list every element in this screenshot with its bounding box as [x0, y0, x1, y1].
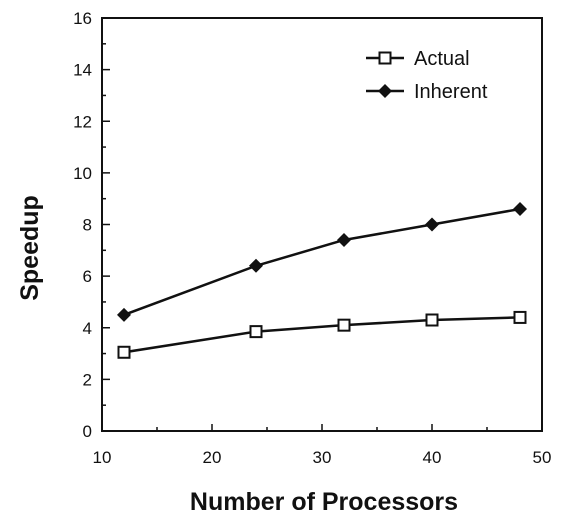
legend-item-inherent: Inherent	[366, 81, 488, 103]
x-tick-label: 40	[423, 448, 442, 467]
series-layer	[117, 202, 527, 359]
y-tick-label: 4	[83, 319, 92, 338]
data-point-inherent	[117, 307, 131, 322]
x-tick-label: 30	[313, 448, 332, 467]
data-point-inherent	[249, 258, 263, 273]
y-tick-label: 10	[73, 164, 92, 183]
legend-label-inherent: Inherent	[414, 81, 488, 103]
data-point-actual	[425, 313, 439, 327]
y-axis-ticks: 0 2 4 6 8 10 12 14 16	[73, 9, 110, 441]
data-point-actual	[249, 325, 263, 339]
y-tick-label: 14	[73, 61, 92, 80]
legend-marker-inherent	[378, 84, 392, 98]
x-tick-label: 10	[93, 448, 112, 467]
series-line-inherent	[123, 207, 521, 317]
data-point-inherent	[425, 217, 439, 232]
data-point-inherent	[513, 202, 527, 217]
legend-label-actual: Actual	[414, 48, 470, 70]
y-tick-label: 8	[83, 216, 92, 235]
y-tick-label: 12	[73, 112, 92, 131]
plot-area	[101, 17, 543, 432]
data-point-inherent	[337, 232, 351, 247]
y-tick-label: 16	[73, 9, 92, 28]
x-axis-title: Number of Processors	[190, 488, 458, 516]
y-axis-title: Speedup	[16, 195, 44, 301]
legend-marker-actual	[378, 51, 392, 65]
data-point-actual	[337, 318, 351, 332]
y-tick-label: 2	[83, 370, 92, 389]
data-point-actual	[513, 310, 527, 324]
y-tick-label: 0	[83, 422, 92, 441]
legend: Actual Inherent	[366, 48, 488, 103]
plot-frame	[101, 17, 543, 432]
data-point-actual	[117, 345, 131, 359]
legend-item-actual: Actual	[366, 48, 470, 70]
x-tick-label: 20	[203, 448, 222, 467]
y-tick-label: 6	[83, 267, 92, 286]
x-axis-ticks: 10 20 30 40 50	[93, 424, 552, 467]
x-tick-label: 50	[533, 448, 552, 467]
series-line-actual	[123, 316, 521, 354]
